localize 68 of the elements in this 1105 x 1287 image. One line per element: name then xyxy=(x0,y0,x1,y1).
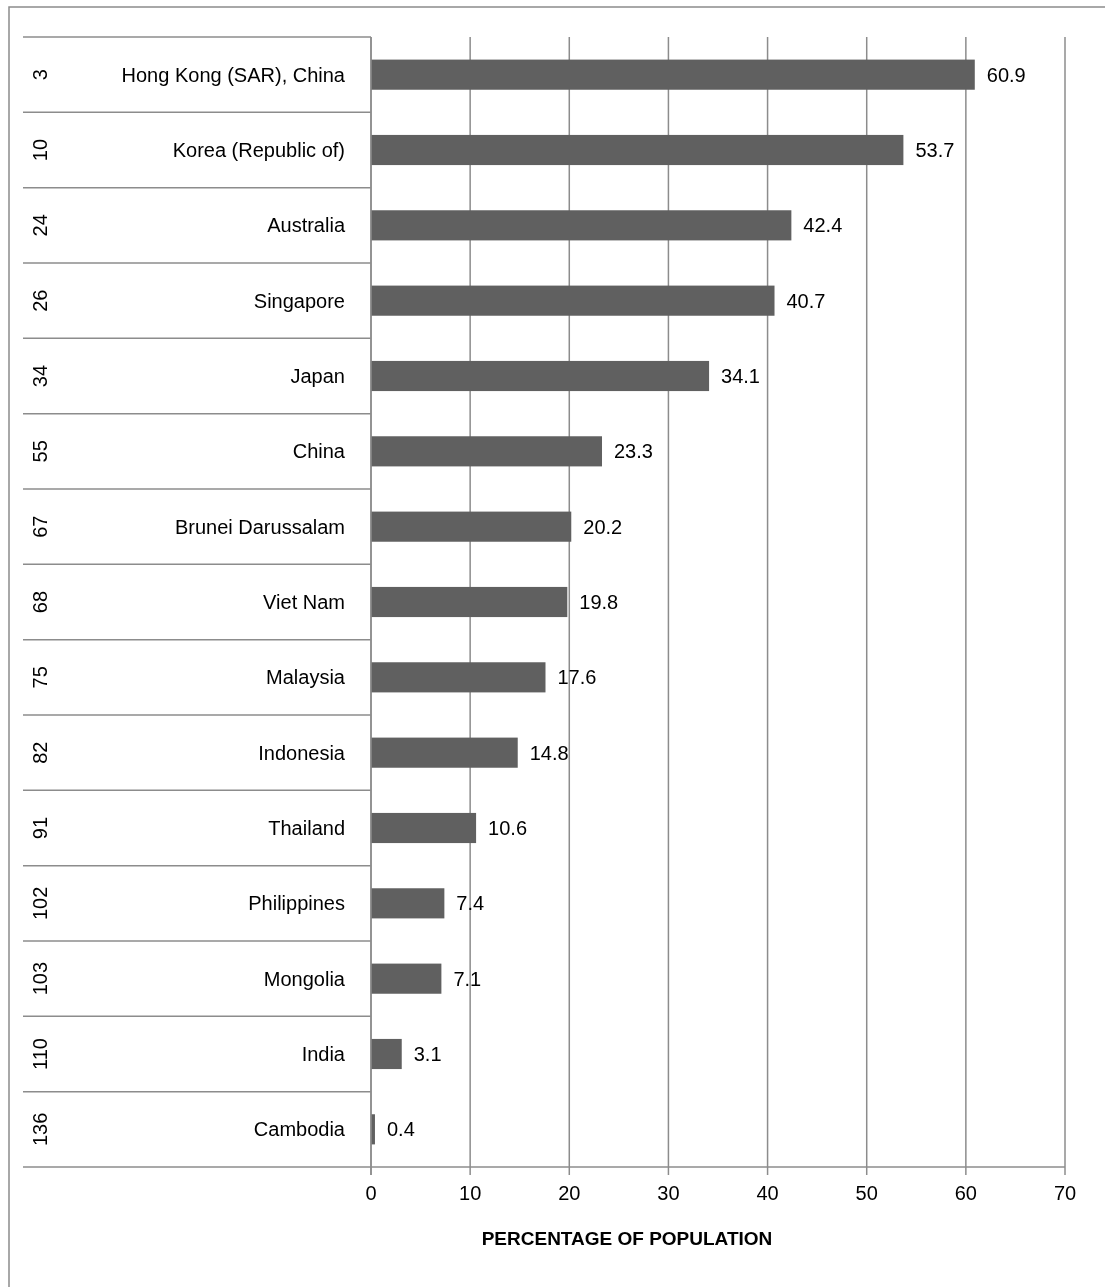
bar xyxy=(371,737,518,768)
data-label: 23.3 xyxy=(614,440,653,463)
y-tick-label: Thailand xyxy=(268,817,345,839)
y-tick-label: Cambodia xyxy=(253,1118,346,1141)
y2-tick-label: 34 xyxy=(29,364,51,388)
y-tick-label: Mongolia xyxy=(263,967,346,990)
x-tick-label: 0 xyxy=(365,1182,377,1204)
y2-tick-label: 24 xyxy=(29,214,51,237)
y2-tick-label: 68 xyxy=(29,590,51,614)
y-tick-label: Brunei Darussalam xyxy=(174,515,345,538)
y-tick-label: Hong Kong (SAR), China xyxy=(121,63,346,86)
y2-tick-label: 136 xyxy=(29,1112,51,1147)
y-tick-label: China xyxy=(292,440,346,463)
bar xyxy=(371,134,904,166)
y2-tick-label: 55 xyxy=(29,440,51,463)
y-tick-label: Australia xyxy=(267,214,346,237)
y-tick-label: Philippines xyxy=(248,892,345,915)
data-label: 10.6 xyxy=(488,817,528,839)
bar xyxy=(371,360,710,392)
bar xyxy=(371,285,775,316)
data-label: 7.1 xyxy=(453,967,482,990)
bar xyxy=(371,963,442,994)
x-tick-label: 20 xyxy=(558,1182,581,1204)
x-tick-label: 50 xyxy=(855,1182,878,1204)
data-label: 17.6 xyxy=(557,666,597,689)
y2-tick-label: 10 xyxy=(29,138,51,162)
data-label: 34.1 xyxy=(721,365,761,387)
y2-tick-label: 82 xyxy=(29,741,51,764)
y2-tick-label: 110 xyxy=(29,1038,51,1070)
data-label: 3.1 xyxy=(413,1043,442,1065)
x-axis-title: PERCENTAGE OF POPULATION xyxy=(481,1228,773,1249)
data-label: 42.4 xyxy=(803,214,843,237)
y-tick-label: India xyxy=(301,1043,346,1065)
bar xyxy=(371,888,445,919)
data-label: 14.8 xyxy=(529,741,569,764)
x-tick-label: 30 xyxy=(657,1182,680,1204)
data-label: 53.7 xyxy=(915,139,955,161)
y-tick-label: Indonesia xyxy=(258,741,346,764)
data-label: 40.7 xyxy=(786,289,826,312)
y-tick-label: Malaysia xyxy=(266,666,346,689)
bar xyxy=(371,662,546,693)
y-tick-label: Japan xyxy=(290,365,345,387)
data-label: 0.4 xyxy=(386,1118,415,1141)
y2-tick-label: 26 xyxy=(29,289,51,312)
x-tick-label: 70 xyxy=(1053,1182,1077,1204)
data-label: 20.2 xyxy=(583,515,623,538)
y2-tick-label: 103 xyxy=(29,961,51,996)
bar xyxy=(371,586,568,618)
y2-tick-label: 102 xyxy=(29,886,51,921)
data-label: 7.4 xyxy=(456,892,485,915)
data-label: 19.8 xyxy=(579,591,619,613)
bar xyxy=(371,210,792,241)
y2-tick-label: 3 xyxy=(29,69,51,81)
y2-tick-label: 67 xyxy=(29,515,51,538)
data-label: 60.9 xyxy=(986,63,1026,86)
y2-tick-label: 75 xyxy=(29,666,51,689)
y-tick-label: Singapore xyxy=(253,289,345,312)
bar xyxy=(371,1038,402,1070)
bar xyxy=(371,59,975,90)
y2-tick-label: 91 xyxy=(29,816,51,840)
y-tick-label: Viet Nam xyxy=(263,591,345,613)
bar xyxy=(371,812,477,844)
x-tick-label: 60 xyxy=(954,1182,977,1204)
bar xyxy=(371,511,572,542)
bar xyxy=(371,436,602,467)
x-tick-label: 40 xyxy=(756,1182,779,1204)
x-tick-label: 10 xyxy=(459,1182,482,1204)
y-tick-label: Korea (Republic of) xyxy=(172,139,345,161)
